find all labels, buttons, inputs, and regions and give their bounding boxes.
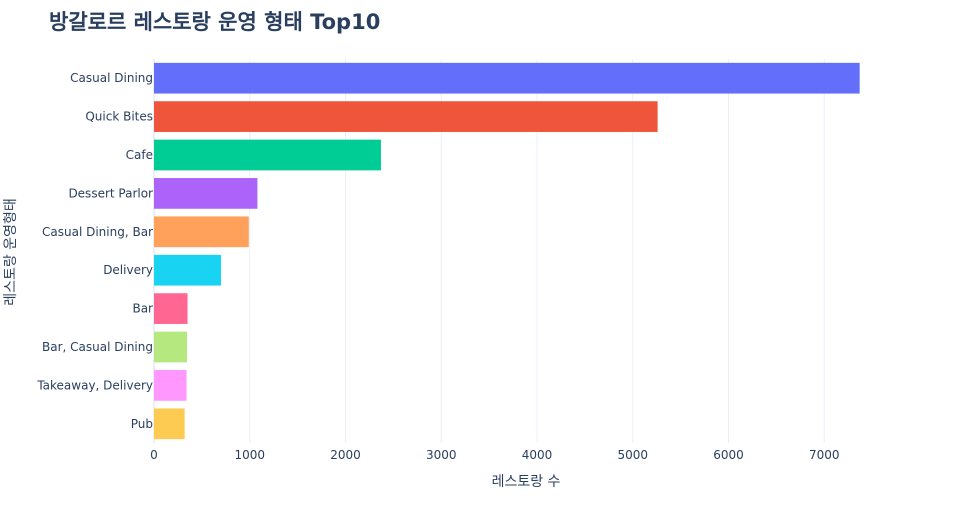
bar[interactable] <box>154 101 658 132</box>
y-tick-label: Bar <box>132 302 153 316</box>
x-tick-label: 7000 <box>809 448 840 462</box>
bar[interactable] <box>154 139 381 171</box>
y-axis-title: 레스토랑 운영형태 <box>3 198 19 306</box>
bar[interactable] <box>154 178 258 209</box>
y-tick-label: Casual Dining <box>70 71 153 85</box>
x-tick-label: 6000 <box>713 448 744 462</box>
x-tick-label: 2000 <box>330 448 361 462</box>
y-tick-label: Bar, Casual Dining <box>42 340 153 354</box>
bar[interactable] <box>154 408 185 440</box>
y-tick-label: Dessert Parlor <box>68 186 153 200</box>
y-tick-label: Delivery <box>103 263 153 277</box>
y-tick-label: Pub <box>131 417 153 431</box>
bar[interactable] <box>154 216 249 248</box>
bar[interactable] <box>154 331 188 363</box>
x-tick-label: 3000 <box>426 448 457 462</box>
y-tick-label: Cafe <box>126 148 153 162</box>
y-axis-tick-labels: Casual Dining Quick Bites Cafe Dessert Parl… <box>36 71 153 431</box>
y-tick-label: Casual Dining, Bar <box>42 225 153 239</box>
x-axis-tick-labels: 0 1000 2000 3000 4000 5000 6000 7000 <box>150 448 839 462</box>
y-tick-label: Quick Bites <box>85 110 153 124</box>
y-tick-label: Takeaway, Delivery <box>36 378 153 392</box>
chart-title: 방갈로르 레스토랑 운영 형태 Top10 <box>49 10 380 34</box>
x-tick-label: 4000 <box>522 448 553 462</box>
bar[interactable] <box>154 370 187 401</box>
bar[interactable] <box>154 293 188 324</box>
x-axis-title: 레스토랑 수 <box>492 474 561 490</box>
bar[interactable] <box>154 254 222 286</box>
x-tick-label: 5000 <box>617 448 648 462</box>
x-tick-label: 0 <box>150 448 158 462</box>
bar[interactable] <box>154 62 860 94</box>
x-tick-label: 1000 <box>234 448 265 462</box>
bars <box>154 62 860 440</box>
